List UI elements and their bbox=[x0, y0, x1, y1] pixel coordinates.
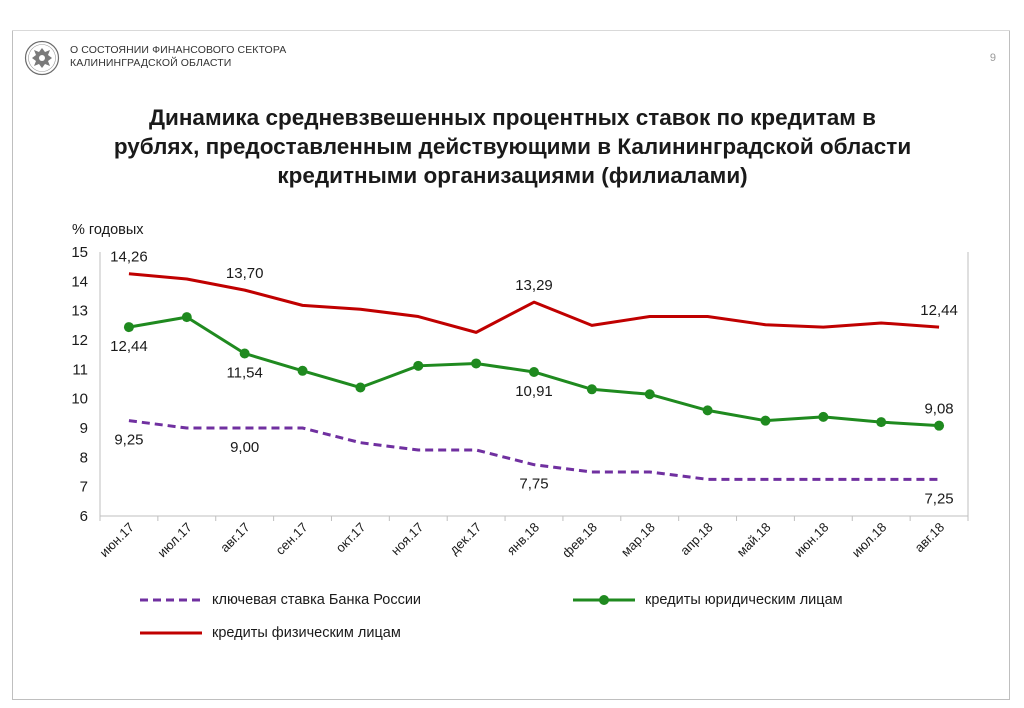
series-marker bbox=[529, 366, 539, 377]
series-marker bbox=[471, 358, 482, 369]
data-label: 12,44 bbox=[110, 338, 148, 355]
series-marker bbox=[297, 365, 308, 376]
x-tick-label: июл.18 bbox=[849, 520, 890, 561]
data-label: 7,25 bbox=[924, 490, 953, 507]
legend-label-individuals: кредиты физическим лицам bbox=[212, 625, 401, 641]
x-tick-label: июн.17 bbox=[97, 520, 137, 560]
data-label: 9,25 bbox=[114, 432, 143, 449]
x-tick-label: янв.18 bbox=[504, 520, 542, 558]
data-label: 9,08 bbox=[924, 401, 953, 418]
x-tick-label: май.18 bbox=[734, 520, 774, 560]
series-marker bbox=[123, 322, 134, 333]
legend-individuals: кредиты физическим лицам bbox=[140, 625, 401, 641]
series-marker bbox=[818, 411, 829, 422]
series-marker bbox=[760, 415, 771, 426]
series-marker bbox=[586, 384, 597, 395]
data-label: 12,44 bbox=[920, 302, 958, 319]
legend-key-rate: ключевая ставка Банка России bbox=[140, 592, 421, 608]
y-tick-label: 14 bbox=[71, 273, 88, 290]
data-label: 13,29 bbox=[515, 277, 553, 294]
x-tick-label: авг.18 bbox=[912, 520, 948, 556]
series-marker bbox=[413, 360, 424, 371]
header-divider bbox=[12, 30, 1010, 31]
data-label: 7,75 bbox=[519, 476, 548, 493]
org-title-line1: О СОСТОЯНИИ ФИНАНСОВОГО СЕКТОРА bbox=[70, 44, 287, 56]
y-tick-label: 6 bbox=[80, 508, 88, 525]
legend-corporate: кредиты юридическим лицам bbox=[573, 592, 843, 608]
bank-emblem-icon bbox=[24, 40, 60, 76]
y-tick-label: 15 bbox=[71, 244, 88, 261]
org-title-line2: КАЛИНИНГРАДСКОЙ ОБЛАСТИ bbox=[70, 57, 232, 69]
series-line bbox=[128, 419, 940, 481]
x-tick-label: фев.18 bbox=[559, 520, 600, 561]
y-tick-label: 9 bbox=[80, 420, 88, 437]
y-tick-label: 11 bbox=[72, 361, 88, 378]
page-number: 9 bbox=[989, 52, 996, 64]
series-marker bbox=[934, 420, 945, 431]
x-tick-label: дек.17 bbox=[446, 520, 484, 558]
slide-title: Динамика средневзвешенных процентных ста… bbox=[40, 103, 985, 190]
series-marker bbox=[355, 382, 366, 393]
series-marker bbox=[702, 405, 713, 416]
y-tick-label: 10 bbox=[71, 391, 88, 408]
x-tick-label: авг.17 bbox=[217, 520, 253, 556]
legend-swatch-dashed bbox=[140, 598, 202, 602]
series-marker bbox=[181, 312, 192, 323]
legend-label-corporate: кредиты юридическим лицам bbox=[645, 592, 843, 608]
series-marker bbox=[876, 417, 887, 428]
series-marker bbox=[239, 348, 250, 359]
y-tick-label: 8 bbox=[80, 449, 88, 466]
slide-title-line2: рублях, предоставленным действующими в К… bbox=[113, 134, 912, 159]
x-tick-label: апр.18 bbox=[677, 520, 716, 559]
legend-swatch-markers bbox=[573, 595, 635, 605]
y-tick-label: 13 bbox=[71, 303, 88, 320]
data-label: 14,26 bbox=[110, 249, 148, 266]
y-tick-label: 12 bbox=[71, 332, 88, 349]
slide-frame bbox=[12, 30, 1010, 700]
y-tick-label: 7 bbox=[80, 479, 88, 496]
x-tick-label: мар.18 bbox=[618, 520, 658, 560]
org-title: О СОСТОЯНИИ ФИНАНСОВОГО СЕКТОРА КАЛИНИНГ… bbox=[70, 44, 286, 70]
x-tick-label: июн.18 bbox=[791, 520, 831, 560]
y-axis-label: % годовых bbox=[72, 222, 144, 238]
legend-swatch-solid bbox=[140, 631, 202, 635]
legend-label-key-rate: ключевая ставка Банка России bbox=[212, 592, 422, 608]
data-label: 13,70 bbox=[226, 265, 264, 282]
data-label: 9,00 bbox=[230, 439, 259, 456]
x-tick-label: сен.17 bbox=[272, 520, 310, 558]
x-tick-label: ноя.17 bbox=[388, 520, 427, 559]
x-tick-label: окт.17 bbox=[333, 520, 369, 556]
slide-title-line1: Динамика средневзвешенных процентных ста… bbox=[148, 105, 877, 130]
series-line bbox=[128, 272, 940, 334]
data-label: 10,91 bbox=[515, 383, 553, 400]
slide-title-line3: кредитными организациями (филиалами) bbox=[277, 163, 748, 188]
data-label: 11,54 bbox=[226, 364, 262, 381]
x-tick-label: июл.17 bbox=[154, 520, 195, 561]
series-marker bbox=[644, 389, 655, 400]
